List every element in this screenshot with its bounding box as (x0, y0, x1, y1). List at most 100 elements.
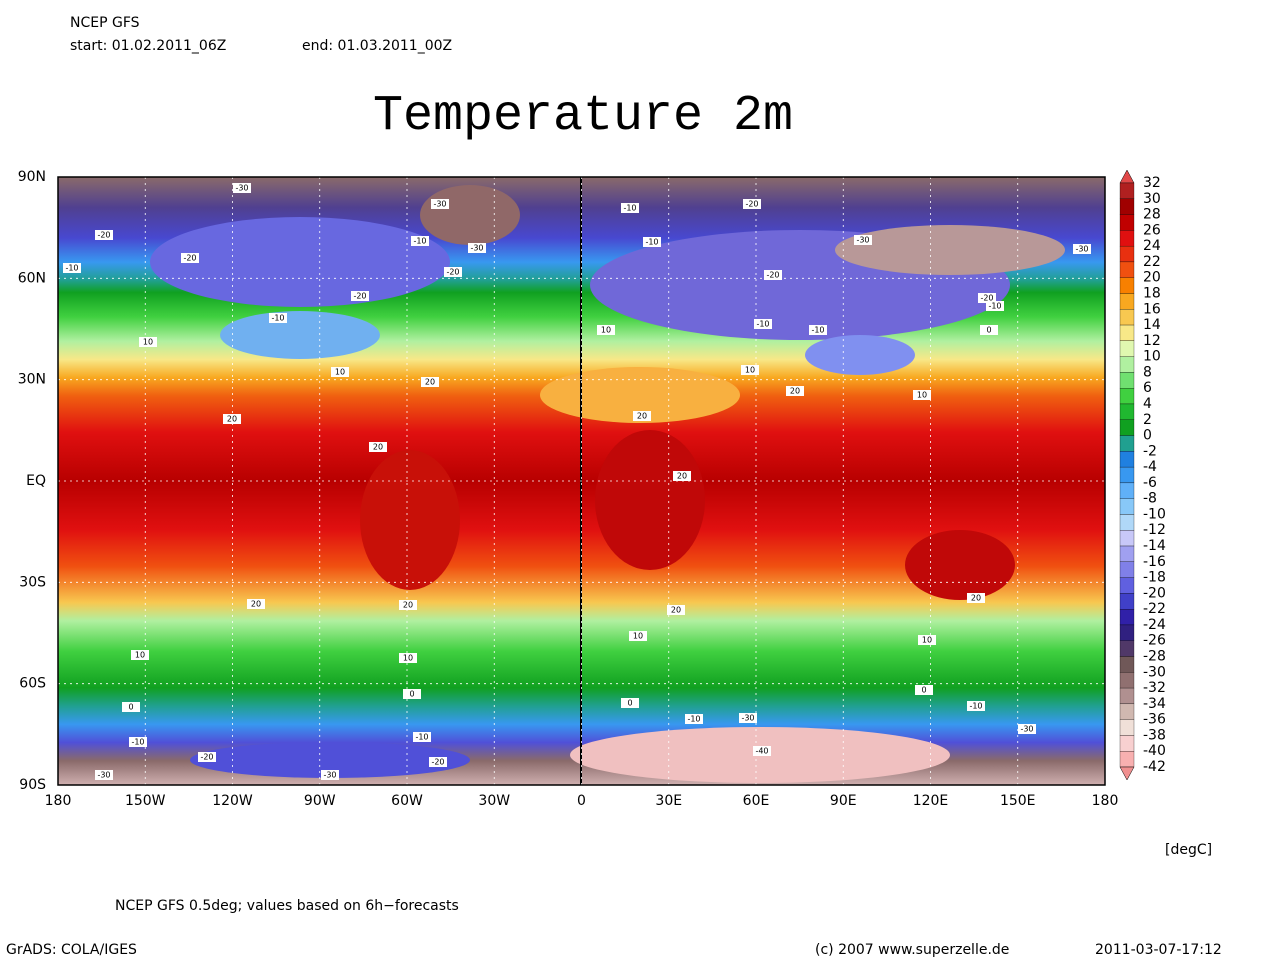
contour-label-box (673, 471, 691, 481)
contour-label-box (643, 237, 661, 247)
contour-label-box (753, 746, 771, 756)
lon-label: 30W (478, 793, 510, 809)
colorbar-label: 2 (1143, 412, 1152, 428)
colorbar-label: 18 (1143, 285, 1161, 301)
footnote: NCEP GFS 0.5deg; values based on 6h−fore… (115, 898, 459, 914)
contour-label-box (269, 313, 287, 323)
contour-label: -20 (766, 271, 779, 280)
contour-label: 20 (671, 606, 681, 615)
contour-label: 20 (373, 443, 383, 452)
contour-label-box (429, 757, 447, 767)
colorbar-label: 16 (1143, 301, 1161, 317)
contour-label-box (122, 702, 140, 712)
contour-label: -20 (183, 254, 196, 263)
colorbar-box (1119, 482, 1135, 499)
lon-label: 90E (830, 793, 857, 809)
colorbar-box (1119, 277, 1135, 294)
colorbar-box (1119, 703, 1135, 720)
contour-label: -20 (353, 292, 366, 301)
colorbar-label: 28 (1143, 207, 1161, 223)
contour-label: -20 (980, 294, 993, 303)
lon-label: 0 (577, 793, 586, 809)
lat-label: 30N (18, 372, 46, 388)
colorbar-label: 10 (1143, 349, 1161, 365)
contour-label-box (351, 291, 369, 301)
contour-label: -10 (969, 702, 982, 711)
contour-label: -10 (811, 326, 824, 335)
colorbar-label: 14 (1143, 317, 1161, 333)
colorbar-box (1119, 388, 1135, 405)
colorbar-label: -32 (1143, 680, 1166, 696)
contour-label-box (95, 770, 113, 780)
colorbar-label: -20 (1143, 585, 1166, 601)
contour-label-box (411, 236, 429, 246)
contour-label: 10 (917, 391, 927, 400)
colorbar-box (1119, 609, 1135, 626)
contour-label: 0 (627, 699, 632, 708)
colorbar-box (1119, 198, 1135, 215)
contour-label-box (754, 319, 772, 329)
colorbar-label: 26 (1143, 222, 1161, 238)
tibet (805, 335, 915, 375)
contour-label: 0 (409, 690, 414, 699)
contour-label: 20 (677, 472, 687, 481)
contour-label: -20 (200, 753, 213, 762)
contour-label: 20 (637, 412, 647, 421)
colorbar-box (1119, 719, 1135, 736)
contour-label-box (967, 701, 985, 711)
colorbar-box (1119, 672, 1135, 689)
colorbar-box (1119, 561, 1135, 578)
colorbar-box (1119, 514, 1135, 531)
colorbar-label: 0 (1143, 428, 1152, 444)
colorbar-box (1119, 466, 1135, 484)
australia (905, 530, 1015, 600)
contour-label: 20 (425, 378, 435, 387)
contour-label: -20 (745, 200, 758, 209)
colorbar-label: -36 (1143, 712, 1166, 728)
contour-label-box (139, 337, 157, 347)
colorbar-label: -22 (1143, 601, 1166, 617)
contour-label-box (741, 365, 759, 375)
colorbar-label: 20 (1143, 270, 1161, 286)
colorbar-box (1119, 324, 1135, 341)
colorbar-label: -24 (1143, 617, 1166, 633)
colorbar-label: 12 (1143, 333, 1161, 349)
contour-label: -30 (323, 771, 336, 780)
title: Temperature 2m (373, 88, 793, 145)
lon-label: 120E (913, 793, 949, 809)
usa-cool (220, 311, 380, 359)
contour-label-box (786, 386, 804, 396)
contour-label-box (633, 411, 651, 421)
colorbar-label: -38 (1143, 727, 1166, 743)
colorbar-label: 6 (1143, 380, 1152, 396)
contour-label-box (331, 367, 349, 377)
contour-label: 0 (986, 326, 991, 335)
colorbar-label: -6 (1143, 475, 1157, 491)
africa (595, 430, 705, 570)
contour-label: -10 (65, 264, 78, 273)
contour-label: 20 (403, 601, 413, 610)
contour-label: -30 (1020, 725, 1033, 734)
colorbar-label: 8 (1143, 364, 1152, 380)
contour-label: 0 (921, 686, 926, 695)
contour-label: 10 (135, 651, 145, 660)
contour-label-box (198, 752, 216, 762)
credit: (c) 2007 www.superzelle.de (815, 942, 1009, 958)
lon-label: 150E (1000, 793, 1036, 809)
colorbar-label: -14 (1143, 538, 1166, 554)
contour-label-box (764, 270, 782, 280)
software: GrADS: COLA/IGES (6, 942, 137, 958)
contour-label: -30 (433, 200, 446, 209)
contour-label: 20 (227, 415, 237, 424)
contour-label-box (743, 199, 761, 209)
colorbar-label: -16 (1143, 554, 1166, 570)
colorbar-box (1119, 656, 1135, 673)
contour-label-box (980, 325, 998, 335)
contour-label: -10 (271, 314, 284, 323)
contour-label: -20 (431, 758, 444, 767)
colorbar-box (1119, 530, 1135, 547)
colorbar-box (1119, 640, 1135, 657)
start-time: start: 01.02.2011_06Z (70, 38, 226, 54)
colorbar-box (1119, 372, 1135, 389)
lat-label: 90N (18, 169, 46, 185)
